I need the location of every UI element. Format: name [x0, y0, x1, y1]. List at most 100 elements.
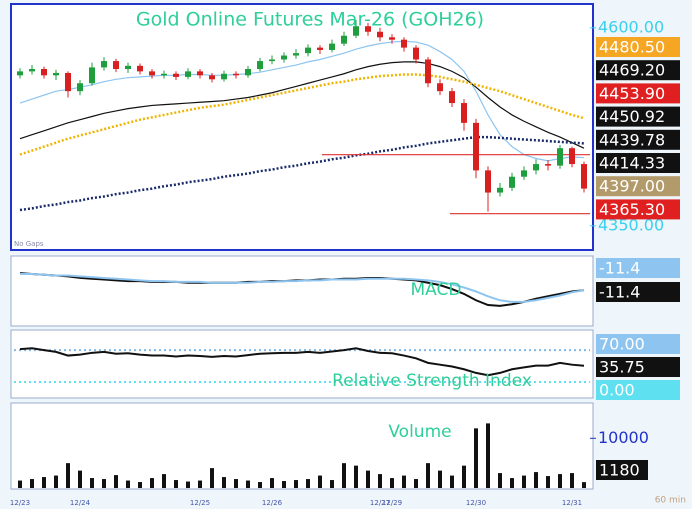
- candle-body: [101, 61, 107, 68]
- volume-bar: [378, 474, 382, 488]
- volume-bar: [30, 479, 34, 488]
- candle-body: [353, 26, 359, 36]
- volume-bar: [342, 463, 346, 488]
- candle-body: [149, 71, 155, 76]
- volume-bar: [354, 465, 358, 488]
- price-badge: [596, 153, 680, 173]
- note: No Gaps: [14, 240, 44, 248]
- candle-body: [41, 68, 47, 76]
- volume-bar: [582, 482, 586, 488]
- price-badge-label: -11.4: [599, 283, 640, 302]
- candle-body: [437, 83, 443, 92]
- price-badge: [596, 106, 680, 127]
- price-badge-label: 35.75: [599, 358, 645, 377]
- price-badge: [596, 460, 648, 480]
- price-badge-label: 70.00: [599, 335, 645, 354]
- x-tick-label: 12/27: [370, 499, 390, 507]
- rsi-panel: [10, 329, 594, 399]
- volume-bar: [450, 475, 454, 488]
- indicator-line: [19, 347, 585, 377]
- volume-bar: [138, 482, 142, 488]
- price-badge: [596, 334, 680, 354]
- price-badge: [596, 199, 680, 220]
- candle-body: [89, 67, 95, 84]
- candle-body: [413, 47, 419, 60]
- footer: 60 min: [655, 496, 686, 506]
- price-badge-label: 4480.50: [599, 38, 665, 57]
- candle-body: [245, 68, 251, 76]
- candle-body: [305, 47, 311, 54]
- x-tick-label: 12/25: [190, 499, 210, 507]
- candle-body: [65, 72, 71, 92]
- volume-bar: [402, 475, 406, 488]
- candle-body: [389, 37, 395, 40]
- volume-bar: [42, 477, 46, 488]
- price-badge: [596, 258, 680, 278]
- volume-bar: [162, 474, 166, 488]
- candle-body: [29, 68, 35, 72]
- volume-bar: [366, 470, 370, 488]
- candle-body: [329, 43, 335, 50]
- candle-body: [113, 61, 119, 69]
- volume-bar: [270, 478, 274, 488]
- price-badge: [596, 282, 680, 302]
- x-tick-label: 12/30: [466, 499, 486, 507]
- volume-bar: [390, 478, 394, 488]
- candle-body: [161, 73, 167, 76]
- volume-bar: [498, 473, 502, 488]
- candle-body: [461, 103, 467, 123]
- volume-bar: [282, 481, 286, 488]
- candle-body: [569, 148, 575, 165]
- candle-body: [581, 164, 587, 189]
- candle-body: [185, 71, 191, 77]
- candle-body: [401, 39, 407, 48]
- volume-bar: [198, 480, 202, 488]
- volume-bar: [246, 480, 250, 488]
- volume-bar: [570, 473, 574, 488]
- price-badge: [596, 60, 680, 81]
- indicator-line: [20, 272, 585, 303]
- candle-body: [281, 55, 287, 60]
- x-tick-label: 12/23: [10, 499, 30, 507]
- price-panel: [10, 3, 594, 251]
- candle-body: [293, 53, 299, 56]
- candle-body: [257, 61, 263, 69]
- price-badge-label: 4414.33: [599, 154, 665, 173]
- volume-bar: [114, 475, 118, 488]
- candle-body: [377, 31, 383, 38]
- price-badge: [596, 37, 680, 57]
- candle-body: [137, 65, 143, 72]
- candle-body: [509, 176, 515, 188]
- volume-bar: [414, 479, 418, 488]
- candle-body: [341, 35, 347, 44]
- price-badge: [596, 357, 680, 377]
- price-badge-label: 4469.20: [599, 61, 665, 80]
- price-badge-label: 4439.78: [599, 130, 665, 149]
- y-tick-label: 10000: [598, 428, 649, 447]
- volume-bar: [426, 463, 430, 488]
- candle-body: [197, 71, 203, 76]
- volume-bar: [462, 465, 466, 488]
- volume-bar: [18, 480, 22, 488]
- moving-average: [19, 135, 585, 212]
- candle-body: [173, 73, 179, 77]
- candle-body: [317, 47, 323, 50]
- volume-bar: [150, 478, 154, 488]
- x-tick-label: 12/26: [262, 499, 283, 507]
- volume-bar: [318, 475, 322, 488]
- x-tick-label: 12/24: [70, 499, 91, 507]
- volume-bar: [546, 476, 550, 488]
- volume-bar: [78, 470, 82, 488]
- candle-body: [533, 164, 539, 171]
- panel-title: MACD: [411, 280, 462, 300]
- price-badge: [596, 83, 680, 104]
- price-badge-label: 4453.90: [599, 84, 665, 103]
- macd-panel: [10, 255, 594, 327]
- candle-body: [521, 170, 527, 177]
- x-tick-label: 12/29: [382, 499, 402, 507]
- chart-title: Gold Online Futures Mar-26 (GOH26): [136, 9, 484, 31]
- moving-average: [19, 40, 585, 162]
- volume-bar: [126, 480, 130, 488]
- volume-bar: [54, 475, 58, 488]
- volume-bar: [258, 482, 262, 488]
